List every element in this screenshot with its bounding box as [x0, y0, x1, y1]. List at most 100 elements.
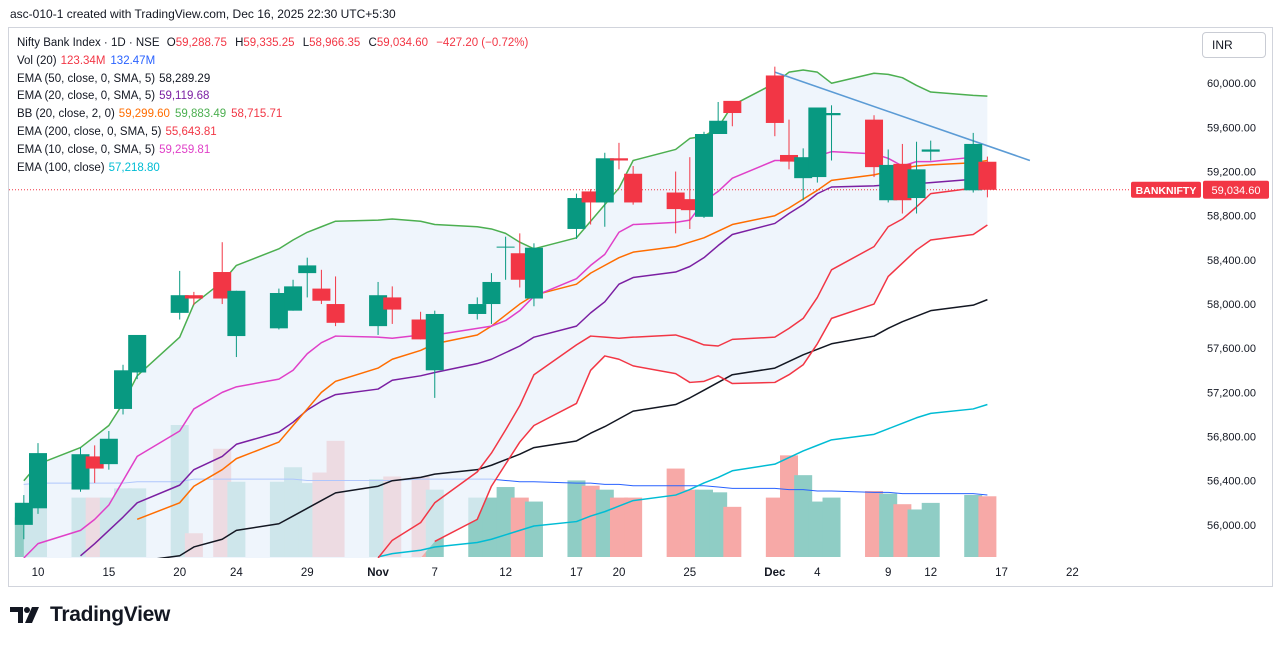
indicator-row[interactable]: EMA (10, close, 0, SMA, 5) 59,259.81: [17, 142, 533, 160]
indicator-row[interactable]: Vol (20) 123.34M 132.47M: [17, 53, 533, 71]
candle-body[interactable]: [567, 198, 586, 229]
candle-body[interactable]: [581, 191, 600, 203]
candle-body[interactable]: [170, 295, 189, 313]
volume-bar: [765, 497, 784, 557]
x-tick-label: 17: [995, 567, 1008, 579]
open-value: 59,288.75: [175, 37, 227, 49]
candle-body[interactable]: [723, 100, 742, 114]
indicator-row[interactable]: EMA (200, close, 0, SMA, 5) 55,643.81: [17, 124, 533, 142]
volume-bar: [921, 502, 940, 557]
change-value: −427.20 (−0.72%): [436, 37, 529, 49]
symbol-legend-row[interactable]: Nifty Bank Index · 1D · NSE O59,288.75 H…: [17, 35, 533, 53]
candle-body[interactable]: [907, 169, 926, 199]
candle-body[interactable]: [99, 438, 118, 465]
volume-bar: [794, 475, 813, 557]
candle-body[interactable]: [312, 288, 331, 301]
candle-body[interactable]: [822, 113, 841, 116]
currency-button[interactable]: INR: [1202, 32, 1266, 58]
candle-body[interactable]: [184, 295, 203, 299]
candle-body[interactable]: [425, 313, 444, 371]
indicator-legend: Nifty Bank Index · 1D · NSE O59,288.75 H…: [17, 35, 533, 177]
indicator-row[interactable]: BB (20, close, 2, 0) 59,299.60 59,883.49 58…: [17, 106, 533, 124]
indicator-row[interactable]: EMA (50, close, 0, SMA, 5) 58,289.29: [17, 71, 533, 89]
indicator-value: 58,715.71: [231, 108, 283, 121]
candle-body[interactable]: [794, 157, 813, 179]
x-tick-label: 24: [230, 567, 243, 579]
candle-body[interactable]: [524, 247, 543, 299]
candle-body[interactable]: [510, 253, 529, 280]
candle-body[interactable]: [326, 304, 345, 323]
candle-body[interactable]: [383, 297, 402, 310]
trendline[interactable]: [774, 71, 1031, 162]
candle-body[interactable]: [694, 134, 713, 217]
candle-body[interactable]: [765, 75, 784, 123]
tradingview-logo[interactable]: TradingView: [10, 603, 170, 627]
candle-body[interactable]: [680, 199, 699, 211]
volume-bar: [694, 489, 713, 557]
candle-body[interactable]: [865, 119, 884, 168]
candle-body[interactable]: [709, 120, 728, 134]
indicator-value: 57,218.80: [108, 161, 160, 174]
candle-body[interactable]: [921, 149, 940, 152]
x-tick-label: Dec: [764, 567, 786, 579]
candle-body[interactable]: [496, 246, 515, 248]
candle-body[interactable]: [114, 370, 133, 409]
candle-body[interactable]: [468, 304, 487, 314]
candle-body[interactable]: [227, 290, 246, 337]
indicator-value: 59,299.60: [118, 108, 170, 121]
candle-body[interactable]: [666, 192, 685, 210]
y-tick-label: 58,400.00: [1207, 255, 1256, 267]
snapshot-caption: asc-010-1 created with TradingView.com, …: [10, 7, 396, 21]
y-tick-label: 57,200.00: [1207, 387, 1256, 399]
candle-body[interactable]: [482, 281, 501, 305]
candle-body[interactable]: [213, 272, 232, 299]
candle-body[interactable]: [369, 295, 388, 327]
ema100-line: [377, 403, 988, 558]
volume-bar: [879, 493, 898, 557]
candle-body[interactable]: [298, 265, 317, 274]
candle-body[interactable]: [14, 502, 33, 525]
y-tick-label: 58,000.00: [1207, 299, 1256, 311]
x-tick-label: 10: [32, 567, 45, 579]
candle-body[interactable]: [284, 286, 303, 311]
ema20-line: [80, 178, 988, 557]
candle-body[interactable]: [71, 454, 90, 490]
indicator-value: 55,643.81: [165, 125, 217, 138]
candle-body[interactable]: [964, 143, 983, 191]
candle-body[interactable]: [269, 293, 288, 329]
candle-body[interactable]: [411, 319, 430, 340]
x-tick-label: 22: [1066, 567, 1079, 579]
indicator-label: EMA (10, close, 0, SMA, 5): [17, 143, 156, 156]
candle-body[interactable]: [978, 161, 997, 190]
y-tick-label: 56,400.00: [1207, 476, 1256, 488]
indicator-row[interactable]: EMA (20, close, 0, SMA, 5) 59,119.68: [17, 88, 533, 106]
volume-bar: [624, 497, 643, 557]
candle-body[interactable]: [595, 158, 614, 203]
indicator-value: 59,883.49: [174, 108, 227, 121]
candle-body[interactable]: [128, 334, 147, 373]
indicator-label: BB (20, close, 2, 0): [17, 108, 115, 121]
bollinger-basis-line: [136, 159, 988, 521]
candle-body[interactable]: [29, 453, 47, 509]
candle-body[interactable]: [624, 173, 643, 203]
candle-body[interactable]: [780, 154, 799, 162]
low-value: 58,966.35: [309, 37, 361, 49]
x-tick-label: Nov: [367, 567, 389, 579]
volume-bar: [510, 497, 529, 557]
brand-wordmark: TradingView: [50, 603, 171, 626]
volume-bar: [907, 509, 926, 557]
indicator-label: EMA (100, close): [17, 161, 105, 174]
low-label: L: [302, 37, 310, 49]
candle-body[interactable]: [808, 107, 827, 178]
candle-body[interactable]: [893, 163, 912, 201]
candle-body[interactable]: [879, 164, 898, 201]
volume-bar: [808, 501, 827, 557]
indicator-row[interactable]: EMA (100, close) 57,218.80: [17, 160, 533, 178]
candle-body[interactable]: [609, 158, 628, 161]
indicator-value: 123.34M: [60, 54, 106, 67]
last-price-value: 59,034.60: [1212, 185, 1261, 197]
x-tick-label: 17: [570, 567, 583, 579]
indicator-value: 58,289.29: [159, 72, 211, 85]
candle-body[interactable]: [85, 456, 104, 469]
